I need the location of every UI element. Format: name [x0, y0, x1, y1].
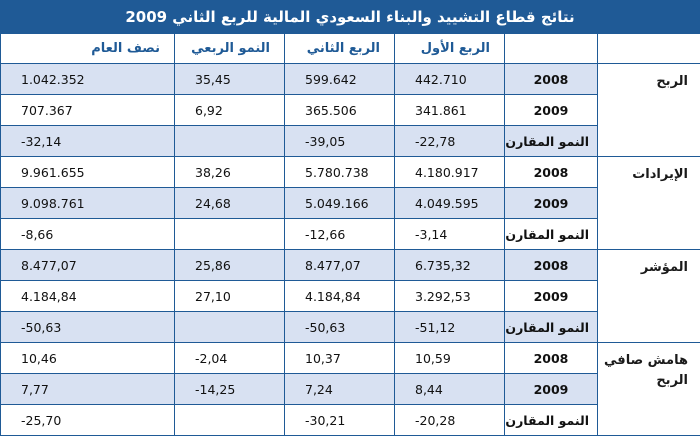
cell-half: 8.477,07 [1, 250, 175, 281]
cell-half: 707.367 [1, 95, 175, 126]
cell-qoq [175, 312, 285, 343]
row-label: 2009 [505, 281, 598, 312]
cell-q1: 10,59 [395, 343, 505, 374]
cell-qoq [175, 126, 285, 157]
cell-q2: 599.642 [285, 64, 395, 95]
row-label: النمو المقارن [505, 405, 598, 436]
cell-qoq [175, 405, 285, 436]
cell-qoq: 38,26 [175, 157, 285, 188]
table-title: نتائج قطاع التشييد والبناء السعودي المال… [0, 0, 700, 33]
cell-q2: 4.184,84 [285, 281, 395, 312]
table-row: النمو المقارن -51,12 -50,63 -50,63 [1, 312, 700, 343]
group-label-index: المؤشر [598, 250, 700, 343]
cell-q1: -3,14 [395, 219, 505, 250]
cell-qoq [175, 219, 285, 250]
results-table: الربع الأول الربع الثاني النمو الربعي نص… [0, 33, 700, 436]
header-row: الربع الأول الربع الثاني النمو الربعي نص… [1, 34, 700, 64]
cell-q2: 5.780.738 [285, 157, 395, 188]
cell-q1: 4.180.917 [395, 157, 505, 188]
header-q1: الربع الأول [395, 34, 505, 64]
cell-q2: 5.049.166 [285, 188, 395, 219]
header-q2: الربع الثاني [285, 34, 395, 64]
header-group-blank [598, 34, 700, 64]
cell-q2: 365.506 [285, 95, 395, 126]
cell-q2: -50,63 [285, 312, 395, 343]
header-row-label-blank [505, 34, 598, 64]
cell-q2: -12,66 [285, 219, 395, 250]
cell-half: 10,46 [1, 343, 175, 374]
cell-half: -50,63 [1, 312, 175, 343]
row-label: النمو المقارن [505, 312, 598, 343]
cell-q2: -30,21 [285, 405, 395, 436]
row-label: 2008 [505, 157, 598, 188]
table-row: هامش صافي الربح 2008 10,59 10,37 -2,04 1… [1, 343, 700, 374]
header-half-year: نصف العام [1, 34, 175, 64]
cell-q2: -39,05 [285, 126, 395, 157]
cell-half: -25,70 [1, 405, 175, 436]
table-row: الإيرادات 2008 4.180.917 5.780.738 38,26… [1, 157, 700, 188]
group-label-net-margin: هامش صافي الربح [598, 343, 700, 436]
table-row: 2009 8,44 7,24 -14,25 7,77 [1, 374, 700, 405]
group-label-revenues: الإيرادات [598, 157, 700, 250]
table-row: 2009 4.049.595 5.049.166 24,68 9.098.761 [1, 188, 700, 219]
cell-q1: 8,44 [395, 374, 505, 405]
cell-qoq: -2,04 [175, 343, 285, 374]
cell-half: 9.961.655 [1, 157, 175, 188]
cell-q1: -20,28 [395, 405, 505, 436]
table-row: النمو المقارن -20,28 -30,21 -25,70 [1, 405, 700, 436]
cell-half: 9.098.761 [1, 188, 175, 219]
cell-q1: 4.049.595 [395, 188, 505, 219]
row-label: 2008 [505, 64, 598, 95]
cell-q1: 442.710 [395, 64, 505, 95]
cell-q1: 6.735,32 [395, 250, 505, 281]
table-row: المؤشر 2008 6.735,32 8.477,07 25,86 8.47… [1, 250, 700, 281]
cell-q2: 10,37 [285, 343, 395, 374]
row-label: النمو المقارن [505, 219, 598, 250]
cell-qoq: -14,25 [175, 374, 285, 405]
cell-q1: -22,78 [395, 126, 505, 157]
cell-half: -32,14 [1, 126, 175, 157]
group-label-profit: الربح [598, 64, 700, 157]
cell-qoq: 27,10 [175, 281, 285, 312]
cell-q2: 8.477,07 [285, 250, 395, 281]
table-row: الربح 2008 442.710 599.642 35,45 1.042.3… [1, 64, 700, 95]
cell-qoq: 6,92 [175, 95, 285, 126]
row-label: 2008 [505, 250, 598, 281]
table-row: النمو المقارن -3,14 -12,66 -8,66 [1, 219, 700, 250]
row-label: 2009 [505, 95, 598, 126]
cell-half: 1.042.352 [1, 64, 175, 95]
row-label: 2008 [505, 343, 598, 374]
table-row: 2009 3.292,53 4.184,84 27,10 4.184,84 [1, 281, 700, 312]
cell-q1: 3.292,53 [395, 281, 505, 312]
cell-qoq: 35,45 [175, 64, 285, 95]
row-label: 2009 [505, 188, 598, 219]
cell-qoq: 25,86 [175, 250, 285, 281]
cell-half: -8,66 [1, 219, 175, 250]
cell-q1: 341.861 [395, 95, 505, 126]
row-label: 2009 [505, 374, 598, 405]
cell-half: 7,77 [1, 374, 175, 405]
row-label: النمو المقارن [505, 126, 598, 157]
cell-q1: -51,12 [395, 312, 505, 343]
table-row: 2009 341.861 365.506 6,92 707.367 [1, 95, 700, 126]
cell-half: 4.184,84 [1, 281, 175, 312]
header-qoq-growth: النمو الربعي [175, 34, 285, 64]
table-row: النمو المقارن -22,78 -39,05 -32,14 [1, 126, 700, 157]
cell-q2: 7,24 [285, 374, 395, 405]
cell-qoq: 24,68 [175, 188, 285, 219]
